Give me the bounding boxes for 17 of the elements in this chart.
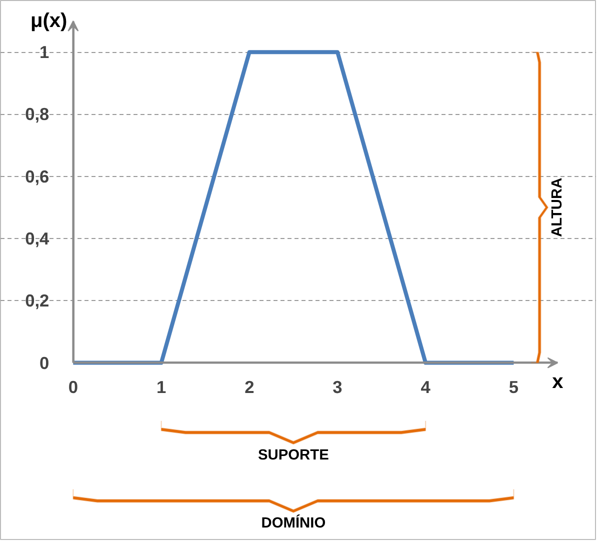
- y-tick-label: 1: [40, 42, 50, 62]
- x-tick-label: 1: [156, 376, 166, 397]
- x-tick-label: 2: [244, 376, 254, 397]
- y-tick-label: 0,2: [25, 290, 50, 311]
- annotation: ALTURA: [550, 177, 566, 238]
- x-axis-title: x: [552, 370, 564, 393]
- text: SUPORTE: [258, 447, 330, 464]
- x-tick-label: 0: [68, 376, 78, 397]
- y-tick-label: 0: [40, 352, 50, 373]
- y-tick-label: 0,4: [25, 228, 50, 248]
- x-tick-label: 4: [420, 376, 431, 397]
- y-tick-label: 0,8: [25, 104, 50, 124]
- text: DOMÍNIO: [261, 514, 326, 532]
- y-tick-label: 0,6: [25, 166, 50, 186]
- x-tick-label: 5: [508, 376, 519, 397]
- x-tick-label: 3: [332, 376, 343, 397]
- y-axis-title: μ(x): [30, 10, 68, 32]
